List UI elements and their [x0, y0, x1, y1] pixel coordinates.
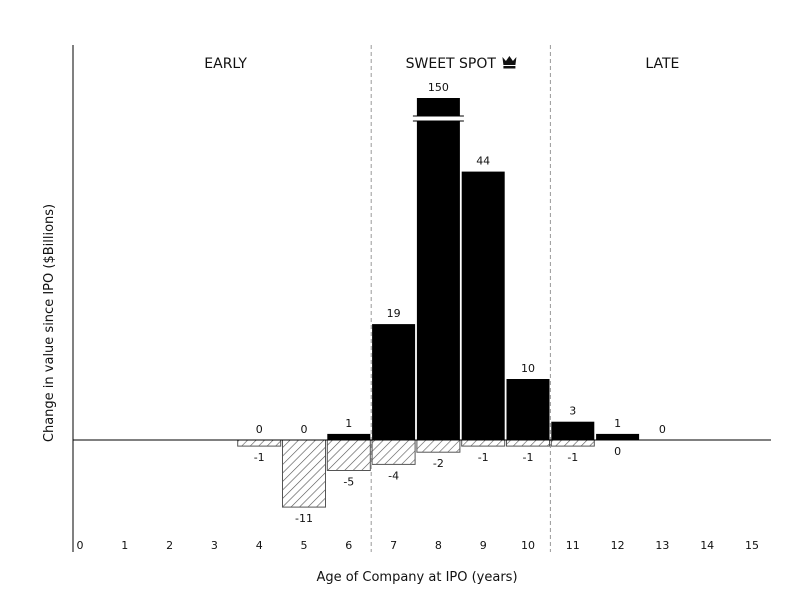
bar-negative — [506, 439, 550, 447]
x-axis-title: Age of Company at IPO (years) — [316, 570, 517, 585]
bar-positive — [416, 98, 460, 440]
x-tick-label: 8 — [435, 539, 442, 552]
x-tick-label: 12 — [611, 539, 625, 552]
bar-negative — [416, 439, 461, 453]
x-tick-label: 0 — [77, 539, 84, 552]
data-label-positive: 0 — [256, 423, 263, 436]
bar-negative — [237, 439, 282, 447]
data-label-negative: -5 — [343, 476, 354, 489]
data-label-positive: 0 — [659, 423, 666, 436]
x-tick-label: 15 — [745, 539, 759, 552]
data-label-negative: -1 — [567, 451, 578, 464]
x-tick-label: 6 — [345, 539, 352, 552]
crown-icon — [502, 56, 517, 69]
bar-positive — [506, 379, 550, 440]
data-label-positive: 44 — [476, 155, 490, 168]
bar-negative — [371, 439, 416, 465]
data-label-negative: 0 — [614, 445, 621, 458]
axes — [72, 45, 771, 552]
data-label-negative: -2 — [433, 457, 444, 470]
bars — [237, 98, 640, 508]
x-tick-label: 2 — [166, 539, 173, 552]
x-tick-label: 9 — [480, 539, 487, 552]
x-tick-label: 10 — [521, 539, 535, 552]
region-label: EARLY — [204, 56, 247, 72]
region-dividers — [370, 45, 551, 552]
data-label-positive: 150 — [428, 81, 449, 94]
x-tick-label: 1 — [121, 539, 128, 552]
x-tick-label: 14 — [700, 539, 714, 552]
x-tick-label: 11 — [566, 539, 580, 552]
region-label: SWEET SPOT — [406, 56, 497, 72]
data-label-positive: 1 — [345, 417, 352, 430]
bar-negative — [550, 439, 595, 447]
bar-negative — [326, 439, 371, 471]
x-tick-label: 4 — [256, 539, 263, 552]
data-label-negative: -1 — [478, 451, 489, 464]
region-label: LATE — [645, 56, 679, 72]
axis-break-marks — [412, 115, 464, 122]
bar-positive — [551, 421, 595, 440]
y-axis-title: Change in value since IPO ($Billions) — [42, 204, 57, 442]
bar-positive — [372, 324, 416, 440]
data-label-negative: -11 — [295, 512, 313, 525]
data-label-positive: 3 — [569, 405, 576, 418]
data-label-negative: -1 — [523, 451, 534, 464]
bar-positive — [461, 171, 505, 440]
bar-positive — [327, 433, 371, 440]
bar-positive — [596, 433, 640, 440]
x-tick-label: 13 — [655, 539, 669, 552]
x-tick-label: 7 — [390, 539, 397, 552]
data-label-positive: 10 — [521, 362, 535, 375]
data-label-negative: -1 — [254, 451, 265, 464]
data-label-positive: 19 — [387, 307, 401, 320]
data-label-positive: 0 — [301, 423, 308, 436]
x-tick-label: 3 — [211, 539, 218, 552]
data-label-negative: -4 — [388, 469, 399, 482]
data-label-positive: 1 — [614, 417, 621, 430]
bar-negative — [282, 439, 326, 508]
x-tick-label: 5 — [301, 539, 308, 552]
bar-negative — [461, 439, 506, 447]
